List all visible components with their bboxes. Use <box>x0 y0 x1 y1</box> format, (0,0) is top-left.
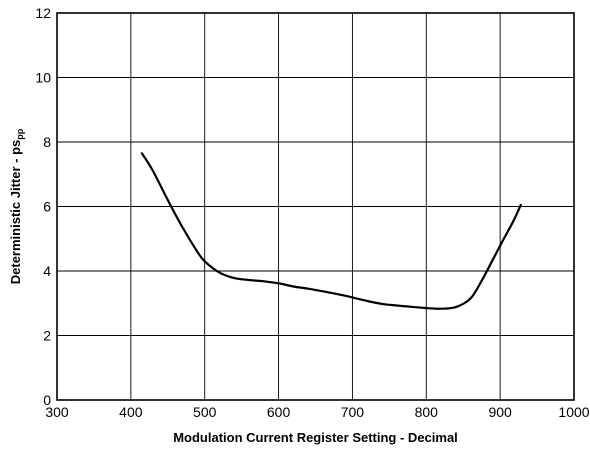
x-tick-label: 700 <box>341 404 365 420</box>
y-tick-label: 4 <box>43 263 51 279</box>
series-line <box>140 152 522 310</box>
y-tick-label: 2 <box>43 328 51 344</box>
y-tick-label: 10 <box>35 70 51 86</box>
grid <box>57 13 574 400</box>
y-tick-label: 6 <box>43 199 51 215</box>
x-tick-label: 500 <box>193 404 217 420</box>
x-tick-labels: 300 400 500 600 700 800 900 1000 <box>45 404 589 420</box>
y-tick-label: 0 <box>43 392 51 408</box>
y-tick-label: 8 <box>43 134 51 150</box>
x-tick-label: 800 <box>415 404 439 420</box>
x-tick-label: 300 <box>45 404 69 420</box>
x-tick-label: 400 <box>119 404 143 420</box>
x-tick-label: 900 <box>488 404 512 420</box>
x-tick-label: 600 <box>267 404 291 420</box>
y-axis-title-subscript: pp <box>15 128 25 139</box>
y-tick-label: 12 <box>35 5 51 21</box>
y-axis-title: Deterministic Jitter - pspp <box>8 128 25 284</box>
y-tick-labels: 0 2 4 6 8 10 12 <box>35 5 51 408</box>
x-axis-title: Modulation Current Register Setting - De… <box>173 430 458 445</box>
y-axis-title-main: Deterministic Jitter - ps <box>8 140 23 285</box>
plot-frame <box>56 12 575 401</box>
x-tick-label: 1000 <box>558 404 589 420</box>
